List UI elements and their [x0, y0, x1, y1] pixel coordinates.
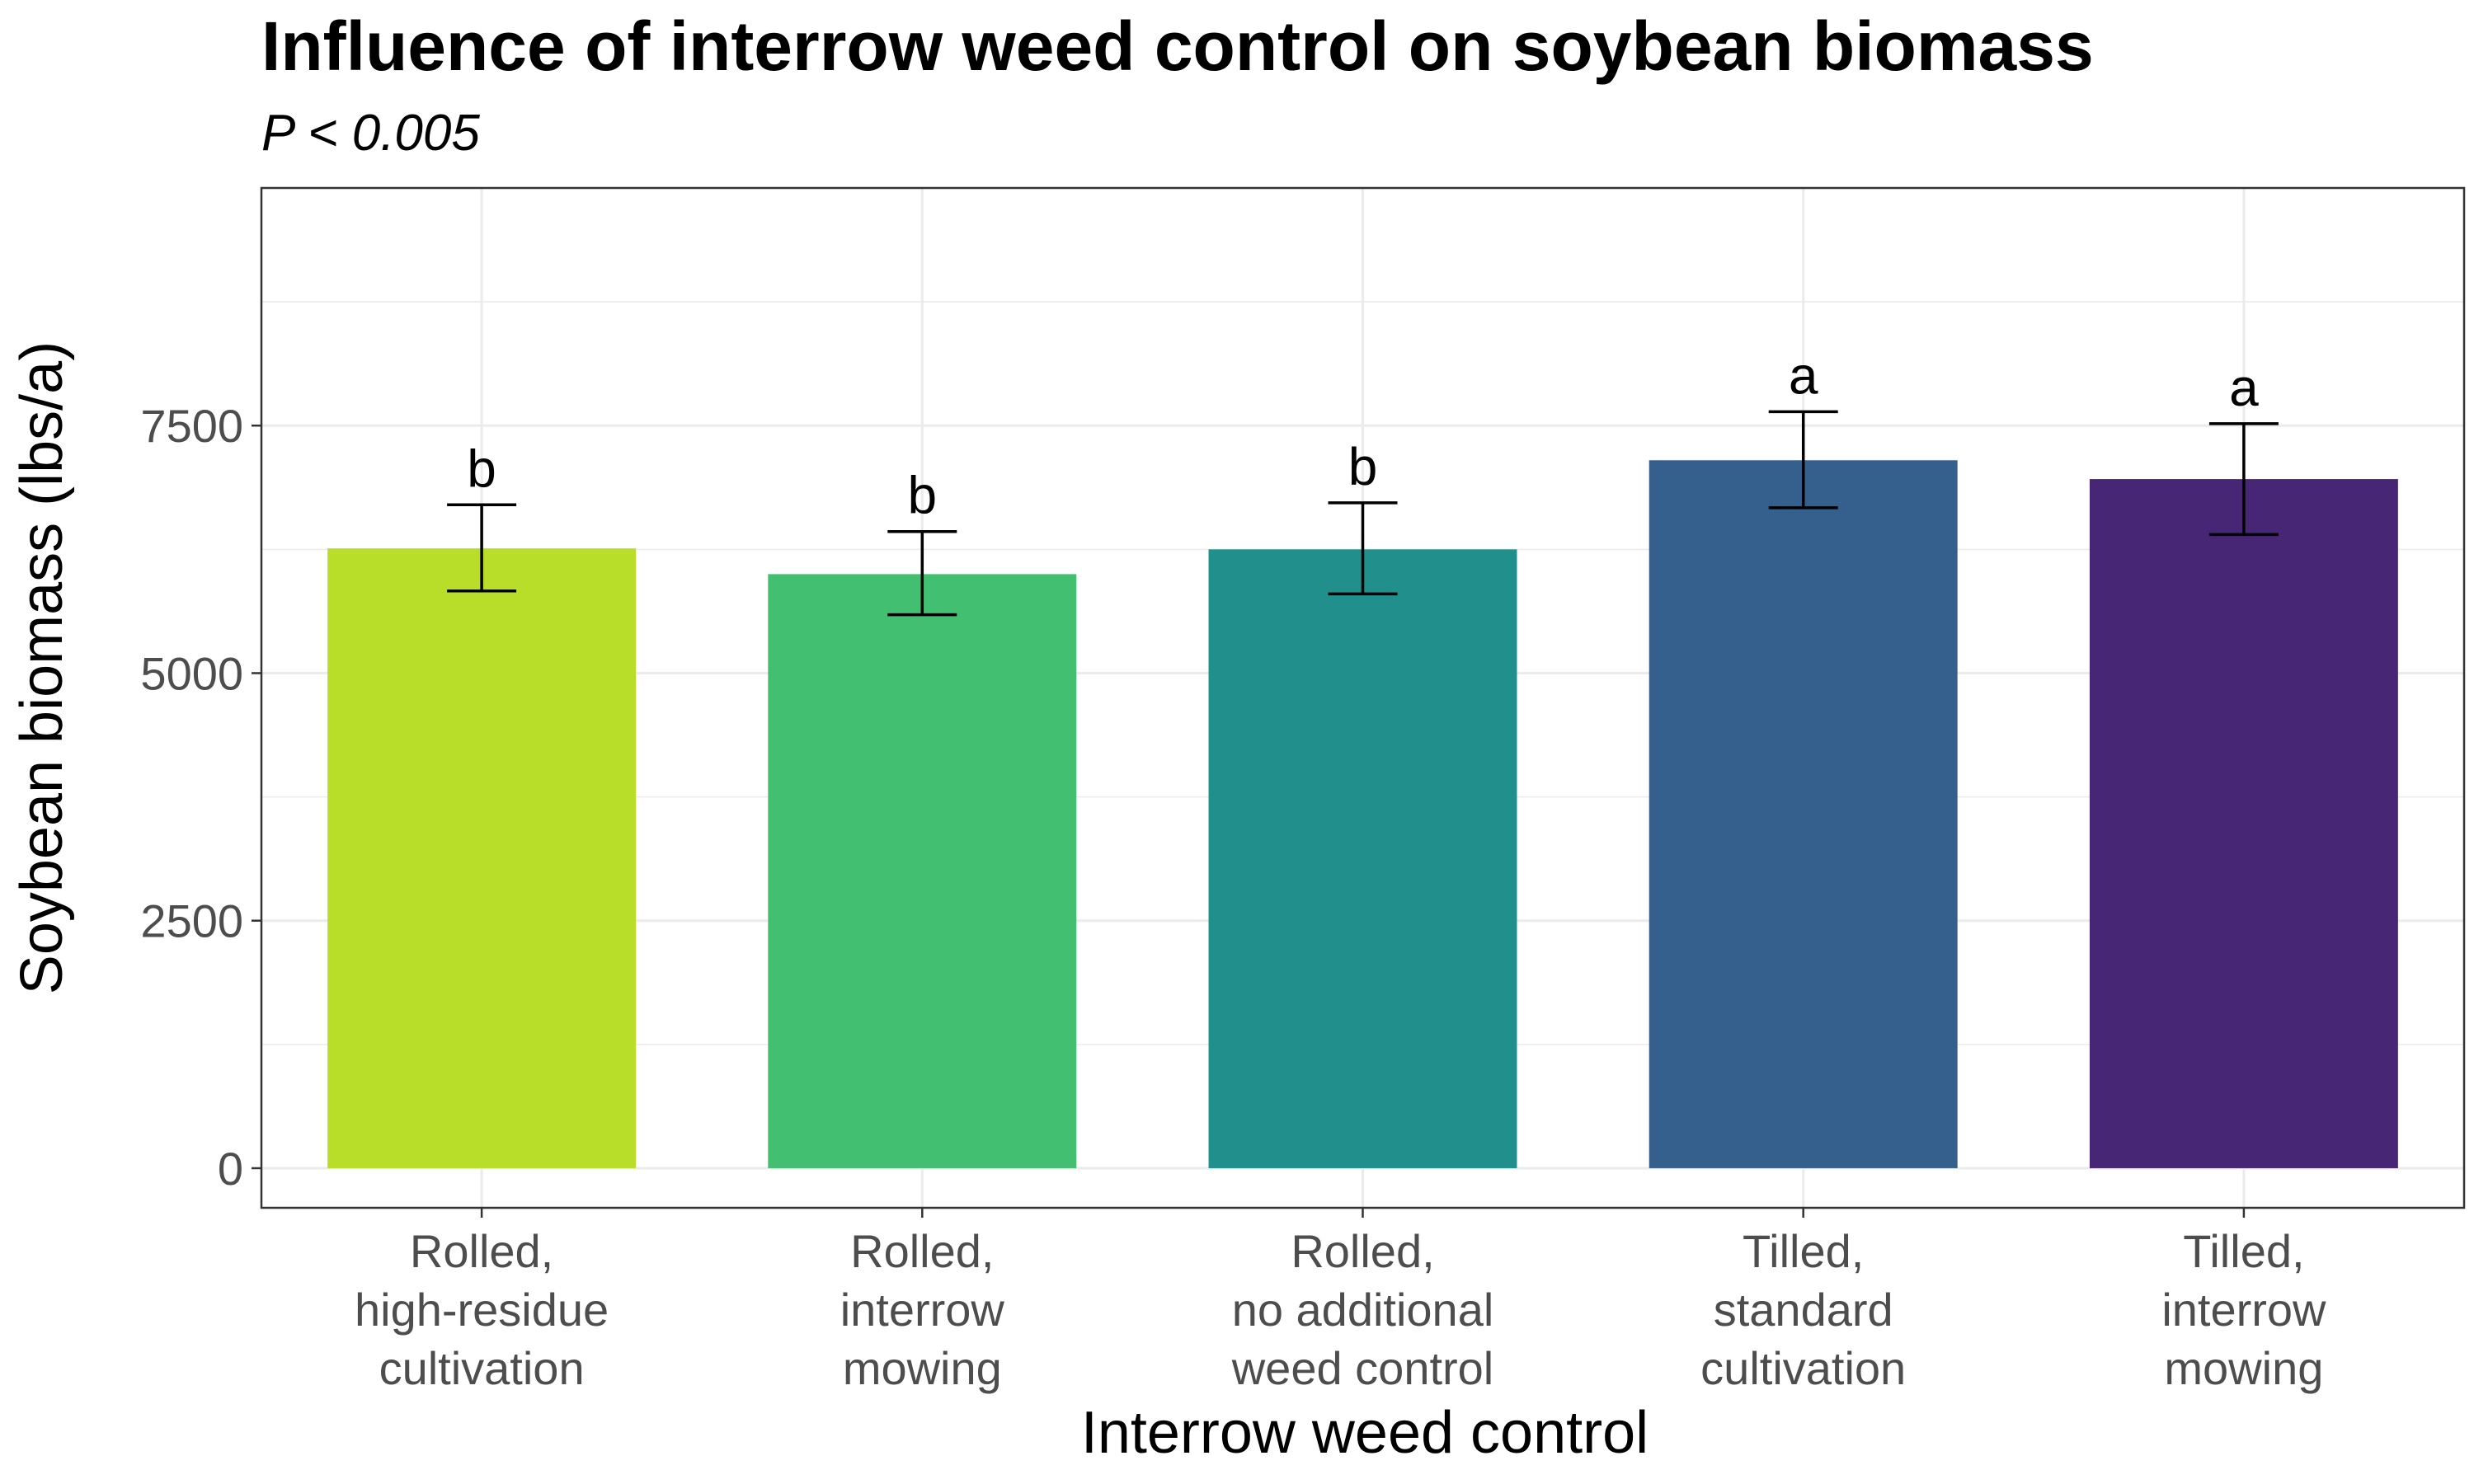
x-tick-label-line: cultivation: [1700, 1342, 1906, 1394]
x-tick-label: Rolled, high-residue cultivation: [355, 1225, 609, 1394]
x-tick-label-line: Rolled,: [1291, 1225, 1434, 1277]
x-tick-label-line: interrow: [2161, 1284, 2326, 1336]
x-axis-title: Interrow weed control: [1081, 1400, 1649, 1466]
x-tick-label-line: mowing: [2164, 1342, 2323, 1394]
x-tick-label: Rolled, interrow mowing: [840, 1225, 1005, 1394]
x-tick-label: Rolled, no additional weed control: [1231, 1225, 1494, 1394]
y-tick-label: 0: [218, 1143, 243, 1195]
bar[interactable]: [1208, 549, 1517, 1168]
significance-letter: b: [1348, 437, 1378, 496]
bar[interactable]: [768, 574, 1077, 1168]
y-axis-title: Soybean biomass (lbs/a): [9, 341, 75, 994]
y-tick-label: 5000: [140, 647, 243, 699]
plot-area: b b b a a 0 2500 5000 7500 Rolled, high-residue cul…: [140, 186, 2466, 1394]
x-tick-label-line: Rolled,: [410, 1225, 553, 1277]
chart-title: Influence of interrow weed control on so…: [261, 7, 2094, 85]
bar[interactable]: [1649, 460, 1958, 1168]
x-tick-label-line: weed control: [1231, 1342, 1494, 1394]
significance-letter: b: [467, 439, 496, 498]
x-tick-label-line: Rolled,: [850, 1225, 994, 1277]
x-tick-label-line: standard: [1714, 1284, 1893, 1336]
x-tick-label-line: Tilled,: [1743, 1225, 1864, 1277]
x-tick-label-line: Tilled,: [2183, 1225, 2304, 1277]
x-tick-label-line: mowing: [843, 1342, 1002, 1394]
x-tick-label-line: cultivation: [379, 1342, 585, 1394]
significance-letter: a: [2229, 358, 2259, 417]
y-tick-label: 7500: [140, 400, 243, 452]
chart-subtitle: P < 0.005: [261, 105, 480, 162]
significance-letter: b: [908, 466, 938, 525]
x-tick-label: Tilled, standard cultivation: [1700, 1225, 1906, 1394]
x-tick-label-line: high-residue: [355, 1284, 609, 1336]
bar[interactable]: [2089, 479, 2398, 1168]
bar[interactable]: [327, 548, 637, 1168]
significance-letter: a: [1789, 345, 1818, 405]
x-tick-label-line: interrow: [840, 1284, 1005, 1336]
x-tick-label-line: no additional: [1232, 1284, 1494, 1336]
x-tick-label: Tilled, interrow mowing: [2161, 1225, 2326, 1394]
y-tick-label: 2500: [140, 895, 243, 947]
